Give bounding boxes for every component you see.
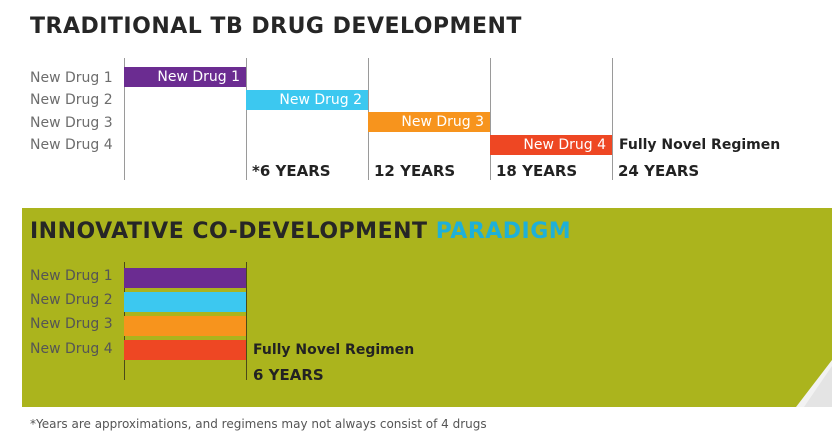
traditional-bar-2: New Drug 2 [246, 90, 368, 110]
innovative-row-label-3: New Drug 3 [30, 316, 113, 332]
footnote: *Years are approximations, and regimens … [30, 417, 487, 431]
traditional-tick-6: *6 YEARS [252, 162, 331, 180]
traditional-tick-18: 18 YEARS [496, 162, 578, 180]
traditional-title: TRADITIONAL TB DRUG DEVELOPMENT [30, 14, 522, 39]
traditional-gridline-6 [246, 58, 247, 180]
traditional-end-label: Fully Novel Regimen [619, 137, 781, 153]
traditional-row-label-4: New Drug 4 [30, 137, 113, 153]
traditional-tick-12: 12 YEARS [374, 162, 456, 180]
traditional-row-label-1: New Drug 1 [30, 70, 113, 86]
traditional-gridline-18 [490, 58, 491, 180]
innovative-bar-4 [124, 340, 246, 360]
innovative-bar-1 [124, 268, 246, 288]
innovative-title: INNOVATIVE CO-DEVELOPMENT PARADIGM [30, 219, 571, 244]
innovative-row-label-1: New Drug 1 [30, 268, 113, 284]
traditional-row-label-2: New Drug 2 [30, 92, 113, 108]
traditional-gridline-24 [612, 58, 613, 180]
traditional-bar-4: New Drug 4 [490, 135, 612, 155]
innovative-bar-3 [124, 316, 246, 336]
innovative-title-accent: PARADIGM [435, 219, 572, 244]
innovative-end-label: Fully Novel Regimen [253, 342, 415, 358]
traditional-bar-1: New Drug 1 [124, 67, 246, 87]
traditional-row-label-3: New Drug 3 [30, 115, 113, 131]
innovative-gridline-6 [246, 262, 247, 380]
panel-corner-shape [796, 360, 832, 407]
traditional-tick-24: 24 YEARS [618, 162, 700, 180]
innovative-bar-2 [124, 292, 246, 312]
innovative-tick-6: 6 YEARS [253, 366, 324, 384]
innovative-row-label-2: New Drug 2 [30, 292, 113, 308]
innovative-row-label-4: New Drug 4 [30, 341, 113, 357]
traditional-gridline-0 [124, 58, 125, 180]
traditional-bar-3: New Drug 3 [368, 112, 490, 132]
innovative-title-main: INNOVATIVE CO-DEVELOPMENT [30, 219, 428, 244]
